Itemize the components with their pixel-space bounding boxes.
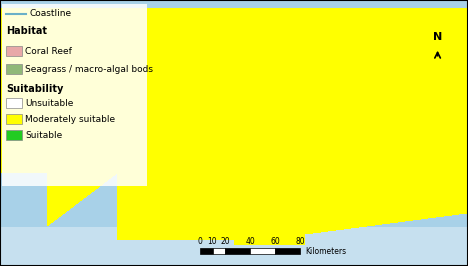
Bar <box>2 4 147 186</box>
Bar <box>275 248 300 254</box>
Text: 80: 80 <box>295 237 305 246</box>
Bar <box>6 98 22 108</box>
Text: Unsuitable: Unsuitable <box>25 98 73 107</box>
Text: Coral Reef: Coral Reef <box>25 47 72 56</box>
Text: 0: 0 <box>197 237 203 246</box>
Text: 60: 60 <box>270 237 280 246</box>
Bar <box>6 130 22 140</box>
Text: Habitat: Habitat <box>6 26 47 36</box>
Text: 40: 40 <box>245 237 255 246</box>
Text: 20: 20 <box>220 237 230 246</box>
Text: 10: 10 <box>208 237 217 246</box>
Bar <box>200 248 212 254</box>
Text: Suitability: Suitability <box>6 84 63 94</box>
Bar <box>225 248 250 254</box>
Bar <box>6 46 22 56</box>
Bar <box>250 248 275 254</box>
Text: Coastline: Coastline <box>29 10 71 19</box>
Bar <box>6 64 22 74</box>
Text: N: N <box>433 32 442 42</box>
Text: Moderately suitable: Moderately suitable <box>25 114 115 123</box>
Text: Suitable: Suitable <box>25 131 62 139</box>
Bar <box>212 248 225 254</box>
Text: Kilometers: Kilometers <box>305 247 346 256</box>
Text: Seagrass / macro-algal bods: Seagrass / macro-algal bods <box>25 64 153 73</box>
Bar <box>6 114 22 124</box>
